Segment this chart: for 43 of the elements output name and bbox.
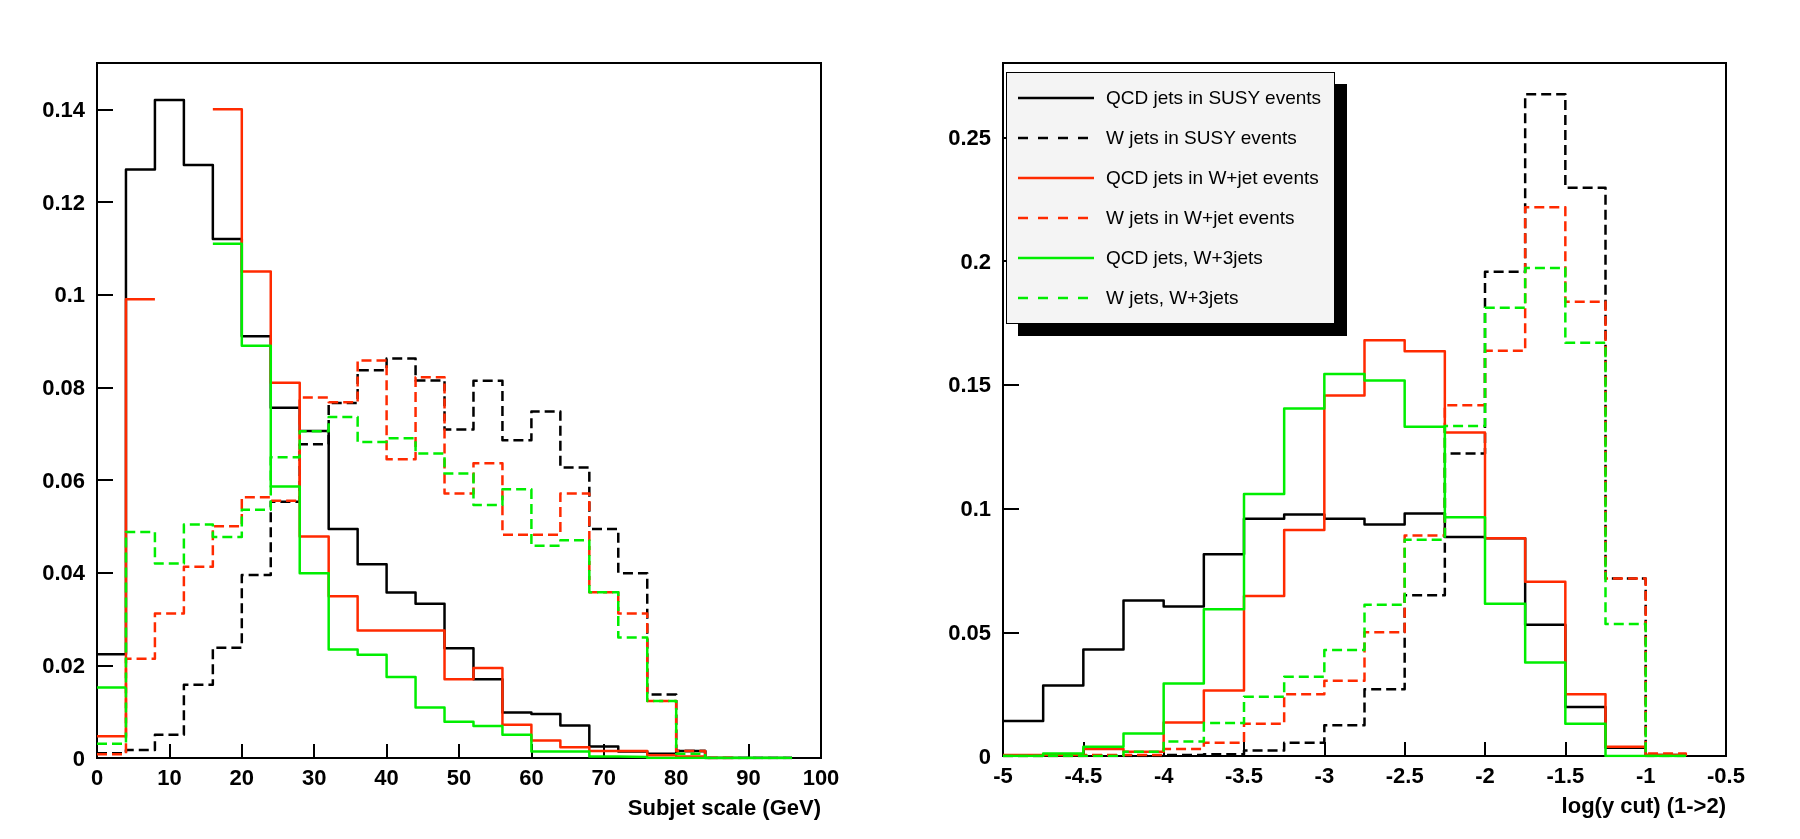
x-tick-label: 20 (229, 764, 255, 790)
y-tick-label: 0.02 (42, 652, 85, 678)
legend-label: W jets in SUSY events (1106, 127, 1297, 149)
y-tick-label: 0.2 (960, 248, 991, 274)
y-tick-label: 0.1 (54, 282, 85, 308)
x-tick-label: 70 (591, 764, 617, 790)
x-axis-title: log(y cut) (1->2) (1561, 792, 1726, 818)
x-tick-label: 50 (446, 764, 472, 790)
x-tick-label: -1.5 (1546, 762, 1585, 788)
x-tick-label: 100 (802, 764, 840, 790)
y-tick-label: 0 (978, 743, 991, 769)
x-axis-title: Subjet scale (GeV) (627, 794, 821, 820)
x-tick-label: -0.5 (1707, 762, 1745, 788)
x-tick-label: -3.5 (1225, 762, 1263, 788)
x-tick-label: -4 (1153, 762, 1175, 788)
x-tick-label: 10 (157, 764, 182, 790)
x-tick-label: -2 (1475, 762, 1495, 788)
legend-label: W jets, W+3jets (1106, 287, 1239, 309)
x-tick-label: 0 (90, 764, 104, 790)
y-tick-label: 0 (72, 745, 85, 771)
x-tick-label: -5 (993, 762, 1013, 788)
y-tick-label: 0.15 (948, 372, 991, 398)
y-tick-label: 0.05 (948, 619, 991, 645)
x-tick-label: 30 (301, 764, 327, 790)
y-tick-label: 0.25 (948, 124, 991, 150)
y-tick-label: 0.08 (42, 374, 85, 400)
x-tick-label: -3 (1314, 762, 1335, 788)
y-tick-label: 0.06 (42, 467, 85, 493)
x-tick-label: 60 (519, 764, 544, 790)
y-tick-label: 0.04 (42, 560, 86, 586)
x-tick-label: 80 (663, 764, 689, 790)
legend-label: QCD jets, W+3jets (1106, 247, 1263, 269)
x-tick-label: 90 (736, 764, 761, 790)
y-tick-label: 0.1 (960, 496, 991, 521)
y-tick-label: 0.14 (42, 96, 86, 122)
x-tick-label: -1 (1635, 762, 1656, 788)
x-tick-label: -4.5 (1064, 762, 1103, 788)
x-tick-label: 40 (374, 764, 399, 790)
y-tick-label: 0.12 (42, 189, 85, 215)
legend-label: W jets in W+jet events (1106, 207, 1295, 229)
legend-label: QCD jets in W+jet events (1106, 167, 1319, 189)
x-tick-label: -2.5 (1385, 762, 1424, 788)
legend-label: QCD jets in SUSY events (1106, 87, 1322, 109)
